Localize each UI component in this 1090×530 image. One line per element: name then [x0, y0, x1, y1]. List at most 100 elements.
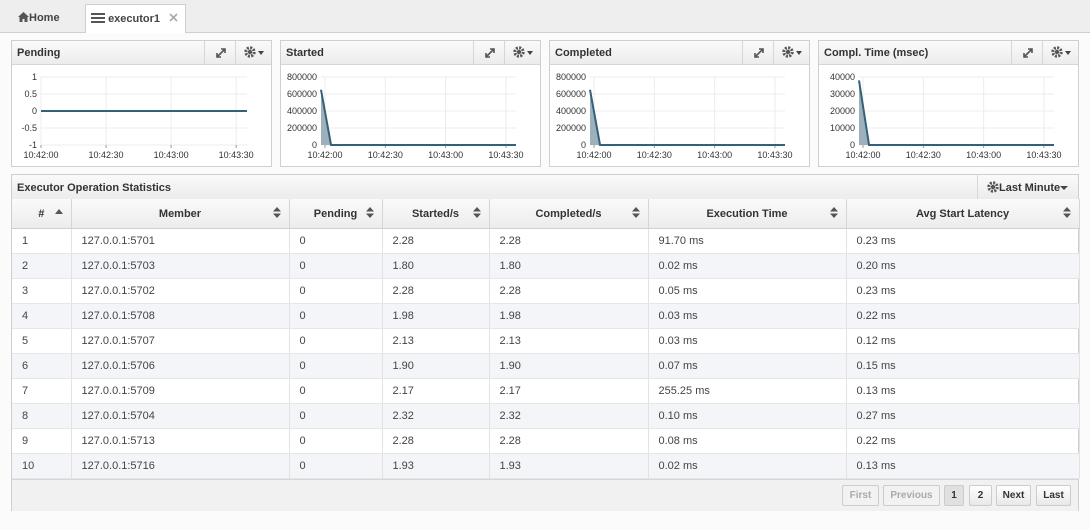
table-cell: 0.02 ms — [648, 453, 847, 479]
chart-title: Completed — [555, 47, 612, 59]
chart: 0 200000 400000 600000 800000 10:42:00 10:42:3… — [287, 72, 524, 160]
list-icon — [91, 13, 105, 23]
expand-icon — [1023, 48, 1033, 58]
column-header[interactable]: Completed/s — [489, 199, 649, 229]
table-cell: 0.12 ms — [846, 328, 1080, 354]
table-cell: 127.0.0.1:5713 — [71, 428, 290, 454]
table-row: 2 127.0.0.1:5703 0 1.80 1.80 0.02 ms 0.20 ms — [12, 253, 1080, 279]
table-row: 8 127.0.0.1:5704 0 2.32 2.32 0.10 ms 0.27 ms — [12, 403, 1080, 429]
page-button[interactable]: Last — [1036, 485, 1071, 506]
x-tick-label: 10:42:30 — [89, 150, 124, 160]
table-cell: 127.0.0.1:5703 — [71, 253, 290, 279]
panel-header: Executor Operation Statistics Last Minut… — [12, 175, 1078, 200]
x-tick-label: 10:42:30 — [637, 150, 672, 160]
table-cell: 1.80 — [489, 253, 649, 279]
table-cell: 9 — [12, 428, 72, 454]
column-header[interactable]: Pending — [289, 199, 383, 229]
table-cell: 2.17 — [489, 378, 649, 404]
chart: -1 -0.5 0 0.5 1 10:42:00 10:42:30 10:43:00 10:43… — [21, 72, 253, 160]
table-cell: 127.0.0.1:5716 — [71, 453, 290, 479]
expand-button[interactable] — [473, 41, 504, 64]
table-cell: 0.15 ms — [846, 353, 1080, 379]
table-cell: 6 — [12, 353, 72, 379]
table-cell: 0 — [289, 253, 383, 279]
table-cell: 0 — [289, 403, 383, 429]
sort-icon — [1062, 207, 1071, 218]
column-header[interactable]: Avg Start Latency — [846, 199, 1080, 229]
table-row: 5 127.0.0.1:5707 0 2.13 2.13 0.03 ms 0.12 ms — [12, 328, 1080, 354]
x-tick-label: 10:42:30 — [906, 150, 941, 160]
y-tick-label: 600000 — [556, 89, 586, 99]
area — [859, 80, 1054, 145]
sort-icon — [54, 209, 63, 214]
column-label: # — [38, 207, 45, 220]
table-row: 10 127.0.0.1:5716 0 1.93 1.93 0.02 ms 0.13 ms — [12, 453, 1080, 479]
table-cell: 2.13 — [382, 328, 490, 354]
range-dropdown[interactable]: Last Minute — [977, 175, 1079, 199]
x-tick-label: 10:42:00 — [23, 150, 58, 160]
sort-icon — [829, 207, 838, 218]
y-tick-label: 1 — [32, 72, 37, 82]
column-header[interactable]: Member — [71, 199, 290, 229]
table-row: 1 127.0.0.1:5701 0 2.28 2.28 91.70 ms 0.23 ms — [12, 228, 1080, 254]
page-button[interactable]: 2 — [969, 485, 992, 506]
y-tick-label: 0 — [32, 106, 37, 116]
y-tick-label: 0 — [312, 140, 317, 150]
table-cell: 10 — [12, 453, 72, 479]
y-tick-label: 10000 — [830, 123, 855, 133]
page-button: Previous — [883, 485, 940, 506]
table-cell: 2.28 — [489, 428, 649, 454]
table-cell: 1.90 — [382, 353, 490, 379]
x-tick-label: 10:42:00 — [845, 150, 880, 160]
y-tick-label: 40000 — [830, 72, 855, 82]
area — [590, 89, 785, 145]
gear-icon — [244, 46, 264, 58]
expand-icon — [216, 48, 226, 58]
chart-panel: Compl. Time (msec) 0 10000 20000 30000 40000 1… — [818, 40, 1079, 167]
settings-button[interactable] — [504, 41, 541, 64]
sort-icon — [472, 207, 481, 218]
column-header[interactable]: Execution Time — [648, 199, 847, 229]
y-tick-label: 400000 — [287, 106, 317, 116]
table-cell: 2.28 — [382, 228, 490, 254]
x-tick-label: 10:43:30 — [488, 150, 523, 160]
expand-button[interactable] — [204, 41, 235, 64]
column-label: Started/s — [411, 207, 460, 220]
executor-tab[interactable]: executor1 — [85, 4, 186, 33]
settings-button[interactable] — [773, 41, 810, 64]
panel-header: Pending — [12, 41, 271, 65]
expand-button[interactable] — [742, 41, 773, 64]
column-label: Execution Time — [706, 207, 788, 220]
y-tick-label: 0 — [850, 140, 855, 150]
table-cell: 8 — [12, 403, 72, 429]
x-tick-label: 10:43:30 — [757, 150, 792, 160]
table-row: 7 127.0.0.1:5709 0 2.17 2.17 255.25 ms 0.13 ms — [12, 378, 1080, 404]
chart-title: Started — [286, 47, 324, 59]
page-button[interactable]: 1 — [944, 485, 964, 506]
table-cell: 1.98 — [382, 303, 490, 329]
page-button[interactable]: Next — [996, 485, 1031, 506]
close-icon[interactable] — [169, 13, 178, 22]
column-header[interactable]: # — [12, 199, 72, 229]
y-tick-label: 0 — [581, 140, 586, 150]
chart-panel: Pending -1 -0.5 0 0.5 1 10:42:00 10:42:30 10:43:… — [11, 40, 272, 167]
settings-button[interactable] — [1042, 41, 1079, 64]
column-header[interactable]: Started/s — [382, 199, 490, 229]
table-cell: 0.13 ms — [846, 378, 1080, 404]
table-cell: 2.28 — [382, 428, 490, 454]
table-cell: 127.0.0.1:5704 — [71, 403, 290, 429]
caret-icon — [1060, 186, 1069, 190]
table-cell: 0.27 ms — [846, 403, 1080, 429]
settings-button[interactable] — [235, 41, 272, 64]
table-cell: 2.32 — [489, 403, 649, 429]
table-cell: 1.80 — [382, 253, 490, 279]
table-cell: 0.07 ms — [648, 353, 847, 379]
table-cell: 2 — [12, 253, 72, 279]
table-cell: 0.23 ms — [846, 278, 1080, 304]
expand-button[interactable] — [1011, 41, 1042, 64]
expand-icon — [485, 48, 495, 58]
table-cell: 2.17 — [382, 378, 490, 404]
home-tab[interactable]: Home — [2, 4, 84, 33]
table-cell: 0 — [289, 428, 383, 454]
